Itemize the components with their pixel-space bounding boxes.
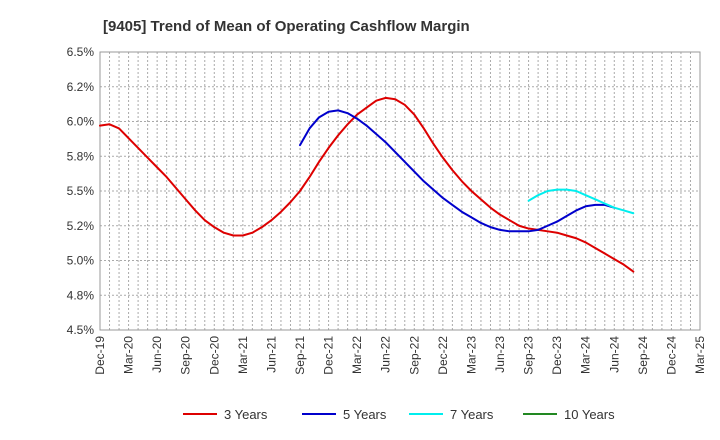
y-tick-label: 6.5% bbox=[67, 45, 95, 59]
x-tick-label: Dec-22 bbox=[436, 336, 450, 375]
series-line-3-years bbox=[99, 96, 635, 273]
x-tick-label: Mar-23 bbox=[464, 336, 478, 374]
y-axis: 4.5% 4.8% 5.0% 5.2% 5.5% 5.8% 6.0% 6.2% 6.5% bbox=[67, 45, 95, 337]
series-line-5-years bbox=[299, 109, 616, 233]
grid bbox=[100, 52, 700, 330]
legend-label: 7 Years bbox=[450, 407, 494, 422]
chart-title: [9405] Trend of Mean of Operating Cashfl… bbox=[103, 18, 470, 35]
y-tick-label: 5.2% bbox=[67, 219, 95, 233]
x-tick-label: Mar-20 bbox=[122, 336, 136, 374]
y-tick-label: 4.5% bbox=[67, 323, 95, 337]
x-tick-label: Jun-23 bbox=[493, 336, 507, 373]
plot-frame bbox=[99, 51, 701, 331]
x-tick-label: Dec-23 bbox=[550, 336, 564, 375]
x-tick-label: Dec-24 bbox=[664, 336, 678, 375]
y-tick-label: 5.8% bbox=[67, 149, 95, 163]
legend-label: 5 Years bbox=[343, 407, 387, 422]
legend-label: 3 Years bbox=[224, 407, 268, 422]
series-line-7-years bbox=[527, 188, 635, 215]
x-tick-label: Sep-24 bbox=[636, 336, 650, 375]
x-tick-label: Jun-21 bbox=[264, 336, 278, 373]
x-tick-label: Mar-25 bbox=[693, 336, 707, 374]
x-axis: Dec-19 Mar-20 Jun-20 Sep-20 Dec-20 Mar-21 Jun-… bbox=[93, 336, 707, 375]
y-tick-label: 4.8% bbox=[67, 288, 95, 302]
x-tick-label: Dec-21 bbox=[322, 336, 336, 375]
x-tick-label: Sep-23 bbox=[522, 336, 536, 375]
x-tick-label: Mar-24 bbox=[579, 336, 593, 374]
y-tick-label: 6.2% bbox=[67, 80, 95, 94]
legend-label: 10 Years bbox=[564, 407, 615, 422]
x-tick-label: Jun-24 bbox=[607, 336, 621, 373]
y-tick-label: 5.0% bbox=[67, 254, 95, 268]
series-layer bbox=[99, 96, 635, 273]
x-tick-label: Sep-21 bbox=[293, 336, 307, 375]
x-tick-label: Dec-19 bbox=[93, 336, 107, 375]
x-tick-label: Jun-22 bbox=[379, 336, 393, 373]
x-tick-label: Mar-22 bbox=[350, 336, 364, 374]
legend: 3 Years 5 Years 7 Years 10 Years bbox=[183, 407, 615, 422]
y-tick-label: 6.0% bbox=[67, 115, 95, 129]
y-tick-label: 5.5% bbox=[67, 184, 95, 198]
x-tick-label: Dec-20 bbox=[207, 336, 221, 375]
x-tick-label: Jun-20 bbox=[150, 336, 164, 373]
x-tick-label: Mar-21 bbox=[236, 336, 250, 374]
x-tick-label: Sep-20 bbox=[179, 336, 193, 375]
x-tick-label: Sep-22 bbox=[407, 336, 421, 375]
